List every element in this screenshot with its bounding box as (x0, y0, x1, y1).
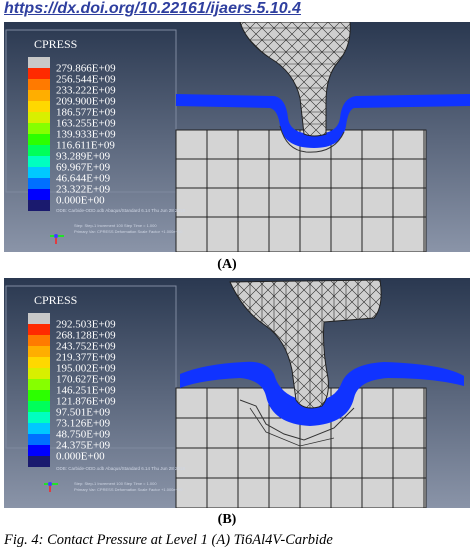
legend-swatch-a (28, 79, 50, 90)
legend-value-a: 93.289E+09 (56, 151, 111, 163)
legend-value-a: 209.900E+09 (56, 96, 116, 108)
caption-b: (B) (217, 512, 237, 527)
figure-caption: Fig. 4: Contact Pressure at Level 1 (A) … (4, 532, 333, 548)
legend-swatch-b (28, 368, 50, 379)
legend-a: 279.866E+09256.544E+09233.222E+09209.900… (28, 57, 116, 211)
simulation-panel-a: 279.866E+09 256.544E+09 233.222E+09 209.900… (4, 22, 470, 252)
legend-value-b: 292.503E+09 (56, 319, 116, 331)
legend-swatch-b (28, 445, 50, 456)
legend-swatch-a (28, 68, 50, 79)
legend-swatch-a (28, 189, 50, 200)
legend-swatch-a (28, 101, 50, 112)
legend-value-b: 243.752E+09 (56, 341, 116, 353)
legend-value-b: 24.375E+09 (56, 440, 111, 452)
axis-triad-a (50, 234, 64, 244)
axis-triad-b (44, 482, 58, 492)
fem-render-b: 292.503E+09268.128E+09243.752E+09219.377… (4, 278, 470, 508)
legend-b: 292.503E+09268.128E+09243.752E+09219.377… (28, 313, 116, 467)
legend-swatch-a (28, 112, 50, 123)
cutting-tool-b (229, 279, 382, 409)
legend-value-a: 279.866E+09 (56, 63, 116, 75)
doi-link[interactable]: https://dx.doi.org/10.22161/ijaers.5.10.… (4, 0, 302, 17)
legend-swatch-a (28, 156, 50, 167)
legend-value-a: 139.933E+09 (56, 129, 116, 141)
legend-value-a: 186.577E+09 (56, 107, 116, 119)
legend-swatch-b (28, 324, 50, 335)
legend-value-a: 163.255E+09 (56, 118, 116, 130)
svg-text:ODB: Carbide-ODD.odb Abaqus/S: ODB: Carbide-ODD.odb Abaqus/Standard 6.1… (56, 208, 185, 213)
legend-value-b: 170.627E+09 (56, 374, 116, 386)
legend-value-b: 48.750E+09 (56, 429, 111, 441)
legend-swatch-a (28, 123, 50, 134)
legend-swatch-b (28, 412, 50, 423)
legend-value-b: 268.128E+09 (56, 330, 116, 342)
legend-value-b: 219.377E+09 (56, 352, 116, 364)
legend-title-a: CPRESS (34, 37, 77, 51)
legend-swatch-b (28, 379, 50, 390)
caption-a: (A) (217, 257, 237, 272)
contact-zone-a (176, 94, 470, 148)
legend-value-b: 97.501E+09 (56, 407, 111, 419)
legend-value-a: 256.544E+09 (56, 74, 116, 86)
legend-value-a: 0.000E+00 (56, 195, 105, 207)
legend-value-b: 0.000E+00 (56, 451, 105, 463)
svg-text:ODB: Carbide-ODD.odb Abaqus/S: ODB: Carbide-ODD.odb Abaqus/Standard 6.1… (56, 466, 185, 471)
fem-render-a: 279.866E+09256.544E+09233.222E+09209.900… (4, 22, 470, 252)
legend-title-b: CPRESS (34, 293, 77, 307)
legend-swatch-a (28, 200, 50, 211)
legend-swatch-b (28, 346, 50, 357)
legend-value-a: 233.222E+09 (56, 85, 116, 97)
svg-text:Step: Step-1 Increment 100 S: Step: Step-1 Increment 100 Step Time = 1… (74, 223, 157, 228)
legend-swatch-b (28, 313, 50, 324)
legend-swatch-a (28, 167, 50, 178)
legend-swatch-b (28, 434, 50, 445)
workpiece-mesh-a (175, 129, 427, 252)
legend-swatch-a (28, 134, 50, 145)
legend-value-a: 23.322E+09 (56, 184, 111, 196)
legend-swatch-b (28, 401, 50, 412)
legend-value-a: 69.967E+09 (56, 162, 111, 174)
legend-swatch-a (28, 178, 50, 189)
legend-value-b: 121.876E+09 (56, 396, 116, 408)
legend-swatch-b (28, 423, 50, 434)
svg-text:Primary Var: CPRESS Deformati: Primary Var: CPRESS Deformation Scale Fa… (74, 229, 183, 234)
legend-value-b: 146.251E+09 (56, 385, 116, 397)
legend-value-b: 195.002E+09 (56, 363, 116, 375)
legend-swatch-b (28, 390, 50, 401)
legend-value-b: 73.126E+09 (56, 418, 111, 430)
simulation-panel-b: 292.503E+09 268.128E+09 243.752E+09 219.377… (4, 278, 470, 508)
cutting-tool-a (239, 22, 351, 137)
legend-value-a: 46.644E+09 (56, 173, 111, 185)
legend-swatch-b (28, 335, 50, 346)
legend-swatch-a (28, 145, 50, 156)
legend-swatch-b (28, 357, 50, 368)
svg-text:Primary Var: CPRESS Deformati: Primary Var: CPRESS Deformation Scale Fa… (74, 487, 183, 492)
contact-zone-b (180, 361, 464, 426)
legend-swatch-a (28, 57, 50, 68)
legend-swatch-b (28, 456, 50, 467)
legend-value-a: 116.611E+09 (56, 140, 115, 152)
legend-swatch-a (28, 90, 50, 101)
svg-text:Step: Step-1 Increment 100 S: Step: Step-1 Increment 100 Step Time = 1… (74, 481, 157, 486)
